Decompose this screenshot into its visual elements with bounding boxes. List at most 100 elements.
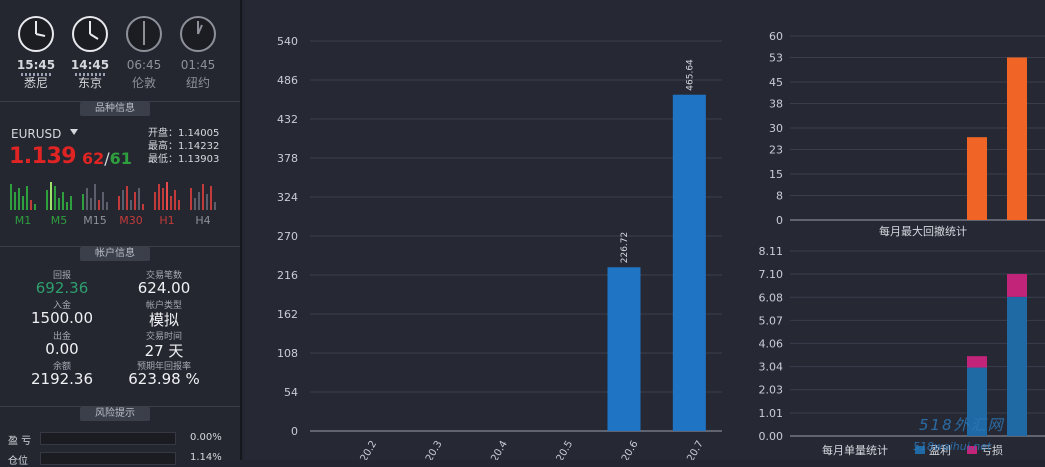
right-charts: 60 53 45 38 30 23 15 8 0 每月最大回撤统计 8.11 7.10 6.08 5.0… bbox=[745, 0, 1045, 460]
clock-face-icon bbox=[180, 16, 216, 52]
chevron-down-icon[interactable] bbox=[70, 129, 78, 135]
bar-loss bbox=[967, 356, 987, 368]
legend-label-profit: 盈利 bbox=[929, 444, 951, 457]
clock-time: 14:45 bbox=[70, 58, 110, 72]
legend-swatch-loss bbox=[967, 446, 977, 454]
bar bbox=[1007, 57, 1027, 220]
bar-value-label: 226.72 bbox=[620, 232, 630, 264]
clock-dots bbox=[21, 73, 51, 76]
price-fraction2: 61 bbox=[109, 149, 132, 168]
signal-bars-h1 bbox=[154, 178, 182, 210]
y-tick-label: 30 bbox=[769, 122, 783, 135]
y-tick-label: 0.00 bbox=[759, 430, 784, 443]
y-tick-label: 1.01 bbox=[759, 407, 784, 420]
divider bbox=[0, 406, 240, 407]
y-tick-label: 38 bbox=[769, 97, 783, 110]
left-panel: 15:45 悉尼 14:45 东京 06:45 伦敦 bbox=[0, 0, 242, 467]
y-tick-label: 0 bbox=[776, 214, 783, 227]
trade-days-label: 交易时间 bbox=[145, 332, 182, 342]
x-tick-label: 2020.3 bbox=[418, 439, 445, 460]
timeframe-m5[interactable]: M5 bbox=[50, 214, 68, 227]
y-tick-label: 45 bbox=[769, 76, 783, 89]
withdraw-label: 出金 bbox=[52, 332, 71, 342]
y-tick-label: 432 bbox=[277, 113, 298, 126]
price-main: 1.139 bbox=[9, 144, 77, 169]
watermark-url: 518waihui.net bbox=[913, 440, 992, 453]
y-tick-label: 378 bbox=[277, 152, 298, 165]
signal-bars-m1 bbox=[10, 178, 38, 210]
deposit-value: 1500.00 bbox=[30, 309, 94, 327]
deposit-label: 入金 bbox=[52, 301, 71, 311]
bar bbox=[967, 137, 987, 220]
timeframe-signals: M1 M5 M15 M30 H1 H4 bbox=[10, 178, 230, 228]
clock-london: 06:45 伦敦 bbox=[120, 14, 168, 90]
price-fraction: 62 bbox=[82, 149, 105, 168]
clock-time: 01:45 bbox=[180, 58, 216, 72]
timeframe-m15[interactable]: M15 bbox=[83, 214, 107, 227]
y-tick-label: 162 bbox=[277, 308, 298, 321]
account-type-value: 模拟 bbox=[148, 311, 179, 329]
divider bbox=[0, 101, 240, 102]
clock-time: 15:45 bbox=[16, 58, 56, 72]
clock-face-icon bbox=[18, 16, 54, 52]
risk-value-pnl: 0.00% bbox=[190, 432, 222, 443]
clock-city: 伦敦 bbox=[131, 76, 156, 90]
section-tab-risk: 风险提示 bbox=[80, 407, 150, 421]
y-tick-label: 270 bbox=[277, 230, 298, 243]
price-fraction-group: 62/61 bbox=[82, 149, 132, 168]
y-tick-label: 8.11 bbox=[759, 245, 784, 258]
annual-return-label: 预期年回报率 bbox=[136, 362, 191, 372]
y-tick-label: 216 bbox=[277, 269, 298, 282]
balance-value: 2192.36 bbox=[30, 370, 94, 388]
timeframe-h1[interactable]: H1 bbox=[159, 214, 175, 227]
y-tick-label: 0 bbox=[291, 425, 298, 438]
clock-newyork: 01:45 纽约 bbox=[174, 14, 222, 90]
timeframe-h4[interactable]: H4 bbox=[195, 214, 211, 227]
bar-profit bbox=[967, 367, 987, 436]
watermark-brand: 518外汇网 bbox=[919, 416, 1005, 434]
clock-sydney: 15:45 悉尼 bbox=[12, 14, 60, 90]
legend-label-loss: 亏损 bbox=[981, 443, 1003, 457]
bar-profit bbox=[1007, 296, 1027, 436]
trades-label: 交易笔数 bbox=[145, 271, 182, 281]
balance-label: 余额 bbox=[52, 362, 71, 372]
clock-face-icon bbox=[72, 16, 108, 52]
signal-bars-m15 bbox=[82, 178, 110, 210]
y-tick-label: 8 bbox=[776, 189, 783, 202]
y-tick-label: 6.08 bbox=[759, 291, 784, 304]
clock-city: 东京 bbox=[77, 76, 102, 90]
legend-swatch-profit bbox=[915, 446, 925, 454]
y-tick-label: 60 bbox=[769, 30, 783, 43]
y-tick-label: 5.07 bbox=[759, 314, 784, 327]
open-price: 开盘：1.14005 bbox=[148, 128, 220, 139]
y-tick-label: 108 bbox=[277, 347, 298, 360]
signal-bars-h4 bbox=[190, 178, 218, 210]
x-tick-label: 2020.4 bbox=[483, 439, 510, 460]
risk-value-position: 1.14% bbox=[190, 452, 222, 463]
signal-bars-m5 bbox=[46, 178, 74, 210]
section-tab-instrument: 品种信息 bbox=[80, 102, 150, 116]
trade-days-value: 27 天 bbox=[144, 342, 184, 360]
y-tick-label: 2.03 bbox=[759, 384, 784, 397]
monthly-return-chart: 540 486 432 378 324 270 216 162 108 54 0 2020.2 2020… bbox=[245, 0, 745, 467]
y-tick-label: 7.10 bbox=[759, 268, 784, 281]
timeframe-m1[interactable]: M1 bbox=[14, 214, 32, 227]
x-tick-label: 2020.6 bbox=[614, 439, 641, 460]
low-price: 最低：1.13903 bbox=[148, 154, 220, 165]
order-count-chart-title: 每月单量统计 bbox=[822, 443, 888, 457]
world-clocks: 15:45 悉尼 14:45 东京 06:45 伦敦 bbox=[10, 14, 235, 94]
divider bbox=[0, 246, 240, 247]
order-count-chart-svg: 8.11 7.10 6.08 5.07 4.06 3.04 2.03 1.01 0.00 每月单量… bbox=[759, 245, 1045, 457]
bar-value-label: 465.64 bbox=[685, 59, 695, 91]
clock-time: 06:45 bbox=[126, 58, 162, 72]
symbol-name[interactable]: EURUSD bbox=[11, 127, 62, 141]
bar bbox=[672, 94, 706, 432]
timeframe-m30[interactable]: M30 bbox=[119, 214, 143, 227]
clock-city: 悉尼 bbox=[23, 76, 48, 90]
trades-value: 624.00 bbox=[137, 279, 191, 297]
clock-face-icon bbox=[126, 16, 162, 52]
annual-return-value: 623.98 % bbox=[128, 370, 200, 388]
y-tick-label: 3.04 bbox=[759, 361, 784, 374]
clock-tokyo: 14:45 东京 bbox=[66, 14, 114, 90]
